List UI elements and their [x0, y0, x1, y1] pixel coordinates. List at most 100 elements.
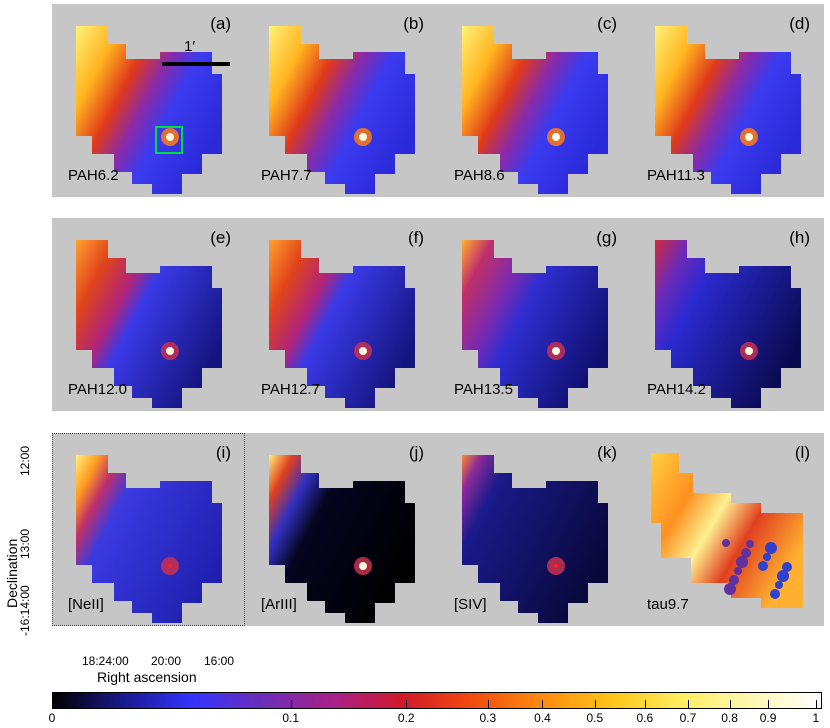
right-ascension-label: Right ascension [97, 669, 197, 685]
colorbar-tick-label: 0.8 [721, 711, 738, 725]
panel-name: PAH13.5 [454, 381, 513, 398]
colorbar-tick-mark [542, 700, 544, 709]
colorbar [52, 692, 822, 709]
colorbar-tick-label: 0.5 [586, 711, 604, 725]
map-panel: (f) PAH12.7 [245, 218, 438, 411]
colorbar-tick-mark [768, 700, 770, 709]
noise-spot [722, 539, 730, 547]
source-core [359, 562, 367, 570]
map-region [269, 240, 415, 408]
colorbar-tick-label: 0.3 [479, 711, 497, 725]
emission-map [76, 240, 222, 408]
noise-spot [782, 562, 792, 572]
colorbar-tick-mark [487, 700, 489, 709]
colorbar-tick-mark [729, 700, 731, 709]
xtick-1: 18:24:00 [82, 654, 129, 668]
panel-letter: (e) [210, 228, 231, 247]
emission-map [655, 26, 801, 194]
map-region [462, 26, 608, 194]
panel-letter: (b) [403, 14, 424, 33]
colorbar-tick-label: 0 [48, 711, 56, 725]
colorbar-tick-mark [815, 700, 817, 709]
noise-spot [777, 570, 789, 582]
map-region [655, 26, 801, 194]
map-region [76, 240, 222, 408]
map-panel: (a) PAH6.2 1′ [52, 4, 245, 197]
colorbar-tick-label: 1 [812, 711, 820, 725]
map-panel: (j) [ArIII] [245, 433, 438, 626]
emission-map [462, 455, 608, 623]
noise-spot [734, 567, 742, 575]
panel-letter: (j) [408, 443, 424, 462]
map-region [655, 240, 801, 408]
colorbar-tick-label: 0.9 [759, 711, 777, 725]
noise-spot [775, 581, 783, 589]
map-panel: (i) [NeII] [52, 433, 245, 626]
emission-map [269, 240, 415, 408]
colorbar-tick-mark [688, 700, 690, 709]
panel-name: PAH14.2 [647, 381, 706, 398]
emission-map [462, 240, 608, 408]
panel-name: PAH12.0 [68, 381, 127, 398]
scale-bar [162, 62, 230, 66]
emission-map [76, 455, 222, 623]
map-panel: (g) PAH13.5 [438, 218, 631, 411]
colorbar-tick-mark [594, 700, 596, 709]
colorbar-tick-mark [52, 700, 53, 709]
panel-letter: (i) [215, 443, 231, 462]
panel-letter: (l) [794, 443, 810, 462]
map-panel: (k) [SIV] [438, 433, 631, 626]
map-panel: (l) tau9.7 [631, 433, 824, 626]
noise-spot [770, 589, 780, 599]
scale-bar-label: 1′ [184, 38, 196, 55]
panel-letter: (k) [597, 443, 617, 462]
source-core [552, 347, 560, 355]
map-panel: (b) PAH7.7 [245, 4, 438, 197]
noise-spot [729, 575, 739, 585]
map-region [76, 455, 222, 623]
colorbar-tick-label: 0.1 [282, 711, 300, 725]
ytick-2: 13:00 [18, 528, 32, 559]
noise-spot [746, 540, 754, 548]
map-region [462, 240, 608, 408]
colorbar-tick-mark [290, 700, 292, 709]
noise-spot [765, 542, 777, 554]
emission-map [269, 26, 415, 194]
source-core [168, 564, 172, 568]
map-panel: (d) PAH11.3 [631, 4, 824, 197]
source-core [166, 133, 174, 141]
panel-name: PAH8.6 [454, 167, 505, 184]
ytick-1: 12:00 [18, 445, 32, 476]
emission-map [655, 240, 801, 408]
panel-name: PAH12.7 [261, 381, 320, 398]
source-box [155, 126, 183, 154]
panel-letter: (f) [407, 228, 424, 247]
panel-name: PAH6.2 [68, 167, 119, 184]
xtick-3: 16:00 [204, 654, 235, 668]
panel-letter: (d) [789, 14, 810, 33]
panel-letter: (a) [210, 14, 231, 33]
colorbar-tick-label: 0.2 [397, 711, 415, 725]
panel-name: tau9.7 [647, 596, 689, 613]
source-core [554, 564, 558, 568]
ytick-3: -16:14:00 [18, 585, 32, 636]
map-region [462, 455, 608, 623]
map-panel: (h) PAH14.2 [631, 218, 824, 411]
map-region [269, 455, 415, 623]
noise-spot [758, 561, 768, 571]
source-core [552, 133, 560, 141]
colorbar-tick-label: 0.4 [534, 711, 551, 725]
source-core [745, 133, 753, 141]
emission-map [462, 26, 608, 194]
source-core [359, 133, 367, 141]
map-panel: (e) PAH12.0 [52, 218, 245, 411]
noise-spot [741, 548, 751, 558]
colorbar-tick-label: 0.6 [636, 711, 654, 725]
panel-letter: (g) [596, 228, 617, 247]
xtick-2: 20:00 [151, 654, 182, 668]
panel-letter: (c) [597, 14, 617, 33]
noise-spot [736, 556, 748, 568]
emission-map [269, 455, 415, 623]
panel-name: [ArIII] [261, 596, 297, 613]
source-core [166, 347, 174, 355]
